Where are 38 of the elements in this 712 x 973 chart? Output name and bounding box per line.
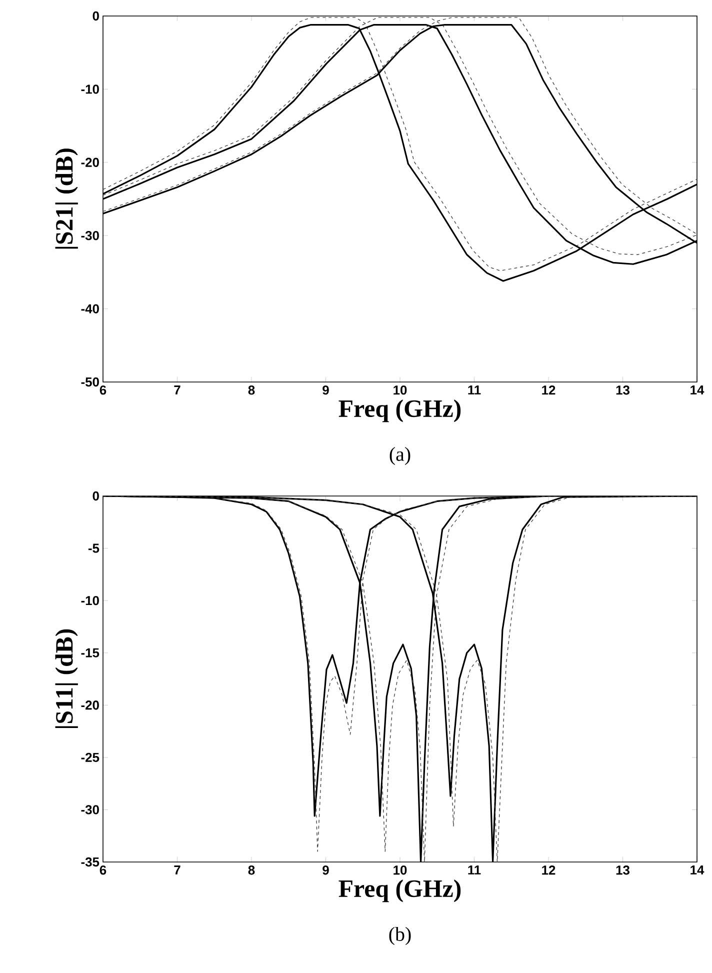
x-axis-title: Freq (GHz) <box>338 400 461 422</box>
y-axis-title: |S21| (dB) <box>55 148 78 249</box>
x-tick-label: 10 <box>394 866 407 875</box>
x-tick-label: 14 <box>690 866 704 874</box>
x-tick-label: 10 <box>394 386 407 395</box>
x-tick-label: 11 <box>468 386 481 394</box>
y-tick-label: -10 <box>81 596 99 606</box>
x-tick-label: 9 <box>322 866 329 875</box>
x-tick-label: 12 <box>542 866 556 875</box>
x-tick-label: 8 <box>248 386 255 395</box>
y-tick-label: -15 <box>81 648 100 658</box>
y-tick-label: -30 <box>81 230 99 240</box>
y-tick-label: -20 <box>81 700 99 710</box>
x-tick-label: 14 <box>690 386 704 394</box>
y-tick-label: 0 <box>92 491 99 501</box>
y-tick-label: -30 <box>81 805 99 814</box>
x-tick-label: 13 <box>616 866 630 875</box>
x-tick-label: 12 <box>542 386 556 395</box>
y-tick-label: -40 <box>81 304 99 314</box>
y-tick-label: 0 <box>92 11 99 21</box>
x-tick-label: 6 <box>100 386 106 395</box>
text: (a) <box>390 446 410 466</box>
x-axis-title: Freq (GHz) <box>338 880 461 902</box>
x-tick-label: 9 <box>322 386 329 395</box>
x-tick-label: 7 <box>174 386 180 394</box>
x-tick-label: 7 <box>174 866 180 874</box>
x-tick-label: 11 <box>468 866 481 874</box>
x-tick-label: 8 <box>248 866 255 875</box>
x-tick-label: 6 <box>100 866 106 875</box>
y-tick-label: -10 <box>81 84 99 94</box>
x-tick-label: 13 <box>616 386 630 395</box>
y-axis-title: |S11| (dB) <box>55 629 78 728</box>
y-tick-label: -50 <box>81 377 99 387</box>
y-tick-label: -20 <box>81 158 99 167</box>
y-tick-label: -25 <box>81 752 100 762</box>
y-tick-label: -35 <box>81 857 100 867</box>
y-tick-label: -5 <box>88 544 100 553</box>
text: (b) <box>389 926 411 946</box>
